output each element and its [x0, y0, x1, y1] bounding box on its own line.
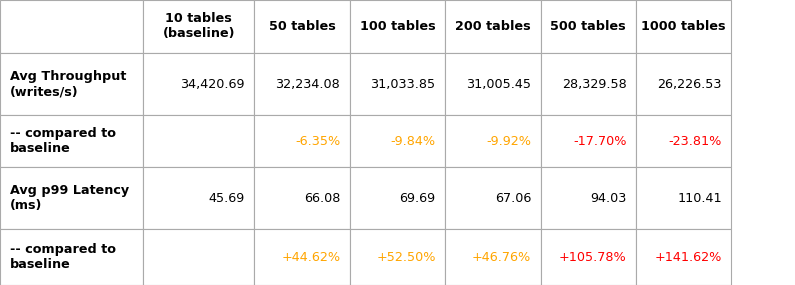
- Bar: [350, 0, 445, 53]
- Bar: [541, 115, 636, 167]
- Text: 32,234.08: 32,234.08: [276, 78, 340, 91]
- Text: 69.69: 69.69: [400, 192, 436, 205]
- Bar: [541, 229, 636, 285]
- Text: 500 tables: 500 tables: [550, 20, 626, 33]
- Text: 31,033.85: 31,033.85: [370, 78, 436, 91]
- Text: Avg Throughput
(writes/s): Avg Throughput (writes/s): [10, 70, 126, 98]
- Bar: [254, 167, 350, 229]
- Bar: [636, 167, 731, 229]
- Bar: [0, 53, 143, 115]
- Bar: [143, 229, 254, 285]
- Bar: [350, 115, 445, 167]
- Text: 28,329.58: 28,329.58: [562, 78, 626, 91]
- Text: 100 tables: 100 tables: [359, 20, 436, 33]
- Text: -9.84%: -9.84%: [390, 135, 436, 148]
- Text: +46.76%: +46.76%: [471, 251, 531, 264]
- Text: -- compared to
baseline: -- compared to baseline: [10, 127, 115, 155]
- Bar: [445, 53, 541, 115]
- Bar: [254, 0, 350, 53]
- Bar: [636, 0, 731, 53]
- Bar: [143, 115, 254, 167]
- Bar: [541, 167, 636, 229]
- Bar: [350, 167, 445, 229]
- Bar: [445, 167, 541, 229]
- Text: 1000 tables: 1000 tables: [642, 20, 726, 33]
- Bar: [143, 53, 254, 115]
- Bar: [636, 229, 731, 285]
- Bar: [254, 229, 350, 285]
- Text: Avg p99 Latency
(ms): Avg p99 Latency (ms): [10, 184, 129, 212]
- Bar: [254, 115, 350, 167]
- Bar: [254, 53, 350, 115]
- Bar: [636, 115, 731, 167]
- Text: 26,226.53: 26,226.53: [657, 78, 722, 91]
- Bar: [350, 53, 445, 115]
- Text: 66.08: 66.08: [304, 192, 340, 205]
- Text: 31,005.45: 31,005.45: [466, 78, 531, 91]
- Bar: [0, 167, 143, 229]
- Text: 45.69: 45.69: [208, 192, 245, 205]
- Bar: [0, 115, 143, 167]
- Text: +141.62%: +141.62%: [654, 251, 722, 264]
- Bar: [445, 115, 541, 167]
- Bar: [143, 0, 254, 53]
- Bar: [0, 229, 143, 285]
- Bar: [0, 0, 143, 53]
- Bar: [350, 229, 445, 285]
- Bar: [143, 167, 254, 229]
- Text: -17.70%: -17.70%: [573, 135, 626, 148]
- Text: -23.81%: -23.81%: [669, 135, 722, 148]
- Bar: [445, 0, 541, 53]
- Text: -6.35%: -6.35%: [295, 135, 340, 148]
- Text: +52.50%: +52.50%: [376, 251, 436, 264]
- Text: -9.92%: -9.92%: [486, 135, 531, 148]
- Bar: [541, 0, 636, 53]
- Text: 10 tables
(baseline): 10 tables (baseline): [162, 12, 235, 40]
- Text: 50 tables: 50 tables: [269, 20, 335, 33]
- Text: 110.41: 110.41: [677, 192, 722, 205]
- Text: 94.03: 94.03: [590, 192, 626, 205]
- Text: 67.06: 67.06: [494, 192, 531, 205]
- Text: +105.78%: +105.78%: [559, 251, 626, 264]
- Bar: [541, 53, 636, 115]
- Text: -- compared to
baseline: -- compared to baseline: [10, 243, 115, 271]
- Text: +44.62%: +44.62%: [281, 251, 340, 264]
- Bar: [445, 229, 541, 285]
- Text: 34,420.69: 34,420.69: [180, 78, 245, 91]
- Text: 200 tables: 200 tables: [455, 20, 531, 33]
- Bar: [636, 53, 731, 115]
